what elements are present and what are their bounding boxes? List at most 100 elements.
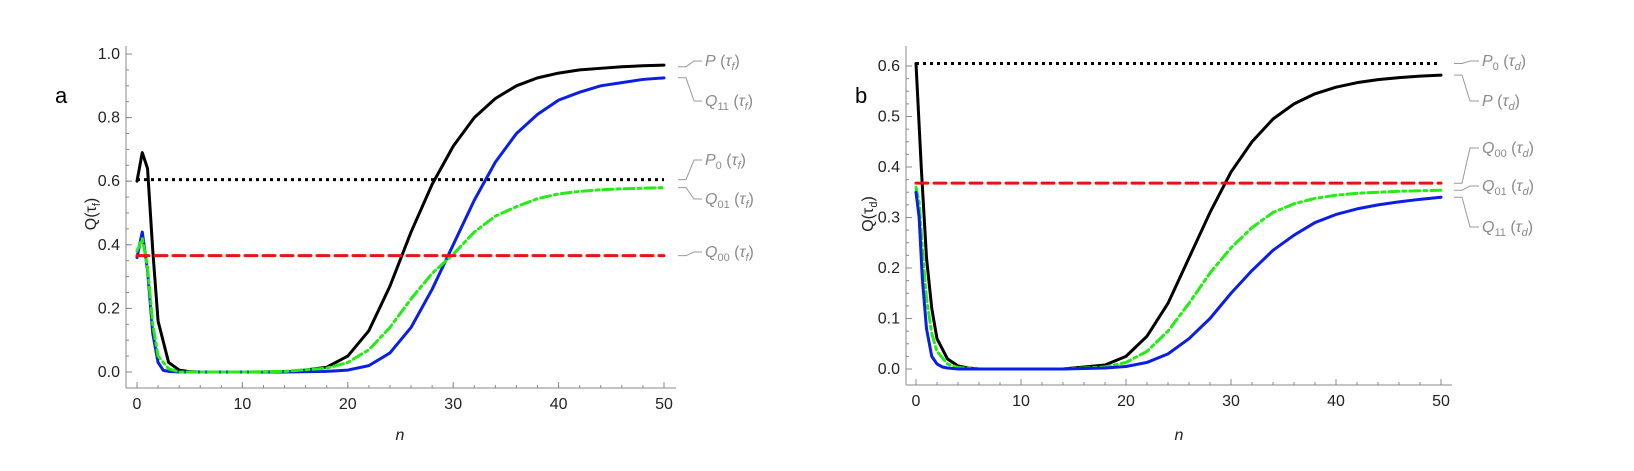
series-label-part: f — [745, 101, 749, 113]
series-group — [135, 63, 666, 374]
label-leader-line — [678, 60, 702, 68]
series-label-part: P — [1482, 93, 1493, 110]
series-label-part: ( — [1507, 178, 1517, 195]
y-tick-label: 0.1 — [878, 311, 900, 328]
label-leader-line — [678, 251, 702, 257]
series-label-part: τ — [732, 152, 739, 169]
series-label-part: ) — [735, 53, 740, 70]
series-label-part: d — [1508, 101, 1515, 113]
series-label-part: τ — [739, 93, 746, 110]
y-tick-label: 0.8 — [98, 110, 120, 127]
series-line-q11f — [135, 76, 666, 374]
x-tick-label: 40 — [550, 396, 568, 413]
series-label-part: ) — [1521, 53, 1526, 70]
series-label-part: Q — [1482, 140, 1494, 157]
series-label-part: d — [1522, 227, 1529, 239]
series-label-part: ) — [748, 93, 753, 110]
y-axis-label-part: τ — [83, 205, 100, 212]
series-label-part: Q — [705, 244, 717, 261]
panel-letter: b — [855, 83, 867, 108]
series-label-part: ) — [1529, 178, 1534, 195]
series-label-part: ( — [1499, 53, 1509, 70]
series-label: Q00 (τd) — [1482, 140, 1534, 160]
series-label-part: ) — [749, 191, 754, 208]
panel-letter: a — [55, 83, 68, 108]
x-tick-label: 30 — [444, 396, 462, 413]
series-label-part: ( — [729, 93, 739, 110]
series-label-part: ) — [1528, 219, 1533, 236]
y-tick-label: 0.2 — [98, 300, 120, 317]
x-tick-label: 10 — [1012, 393, 1030, 410]
y-tick-label: 0.4 — [878, 159, 900, 176]
x-tick-label: 50 — [655, 396, 673, 413]
series-line-pd — [914, 61, 1443, 371]
series-line-q11d — [914, 190, 1443, 371]
x-tick-label: 20 — [1117, 393, 1135, 410]
series-label-part: 00 — [1494, 148, 1506, 160]
series-label: P (τd) — [1482, 93, 1520, 113]
series-label-part: τ — [739, 191, 746, 208]
label-leader-line — [1454, 196, 1479, 228]
series-label-part: τ — [1516, 219, 1523, 236]
series-label-part: 01 — [1494, 186, 1506, 198]
series-line-q01f — [135, 186, 666, 374]
y-axis-label-part: Q( — [83, 212, 100, 230]
series-label: Q01 (τd) — [1482, 178, 1534, 198]
x-axis-label: n — [1175, 427, 1184, 444]
series-label-part: f — [745, 199, 749, 211]
series-label: Q01 (τf) — [705, 191, 754, 211]
label-leader-line — [678, 159, 702, 181]
series-label-part: τ — [725, 53, 732, 70]
y-axis-label-part: ) — [83, 198, 100, 203]
series-label-part: P — [705, 152, 716, 169]
x-tick-label: 50 — [1432, 393, 1450, 410]
y-tick-label: 0.6 — [878, 58, 900, 75]
series-label-part: ( — [730, 191, 740, 208]
series-group — [914, 61, 1443, 371]
y-axis-label: Q(τd) — [860, 196, 880, 232]
series-line-q01d — [914, 185, 1443, 371]
series-label-part: 01 — [717, 199, 729, 211]
x-tick-label: 0 — [133, 396, 142, 413]
label-leader-line — [1454, 185, 1479, 191]
series-label-part: f — [745, 252, 749, 264]
series-label-part: ) — [741, 152, 746, 169]
series-label-part: τ — [739, 244, 746, 261]
x-axis-label: n — [396, 427, 405, 444]
x-tick-label: 20 — [339, 396, 357, 413]
series-label-part: d — [1522, 148, 1529, 160]
series-label-part: 00 — [717, 252, 729, 264]
series-label-part: 11 — [717, 101, 728, 113]
series-line-pf — [135, 63, 666, 374]
series-label: P0 (τd) — [1482, 53, 1526, 73]
y-tick-label: 1.0 — [98, 46, 120, 63]
y-tick-label: 0.0 — [878, 361, 900, 378]
series-label-part: ( — [1506, 219, 1516, 236]
y-tick-label: 0.6 — [98, 173, 120, 190]
series-label-part: ( — [722, 152, 732, 169]
label-leader-line — [678, 77, 702, 102]
series-label-part: ( — [1493, 93, 1503, 110]
series-label-part: P — [705, 53, 716, 70]
y-tick-label: 0.4 — [98, 237, 120, 254]
label-leader-line — [1454, 147, 1479, 184]
series-label: Q11 (τf) — [705, 93, 753, 113]
series-label-part: τ — [1516, 178, 1523, 195]
y-axis-label-part: d — [868, 202, 880, 208]
y-tick-label: 0.2 — [878, 260, 900, 277]
series-label-part: τ — [1502, 93, 1509, 110]
series-label-part: d — [1522, 186, 1529, 198]
label-leader-line — [1454, 60, 1479, 64]
y-axis-label-group: Q(τd) — [860, 196, 880, 232]
series-label: Q00 (τf) — [705, 244, 754, 264]
series-label-part: 11 — [1494, 227, 1505, 239]
panel-b: b0 10 20 30 40 500.00.10.20.30.40.50.6nQ(τd)P… — [855, 46, 1534, 444]
y-axis-label-part: ) — [860, 196, 877, 201]
series-labels: P0 (τd)P (τd)Q00 (τd)Q01 (τd)Q11 (τd) — [1454, 53, 1534, 239]
series-label-part: ) — [1515, 93, 1520, 110]
series-labels: P (τf)Q11 (τf)P0 (τf)Q01 (τf)Q00 (τf) — [678, 53, 754, 264]
panel-a: a0 10 20 30 40 500.00.20.40.60.81.0nQ(τf)P (τ… — [55, 46, 754, 444]
series-label-part: ( — [1507, 140, 1517, 157]
